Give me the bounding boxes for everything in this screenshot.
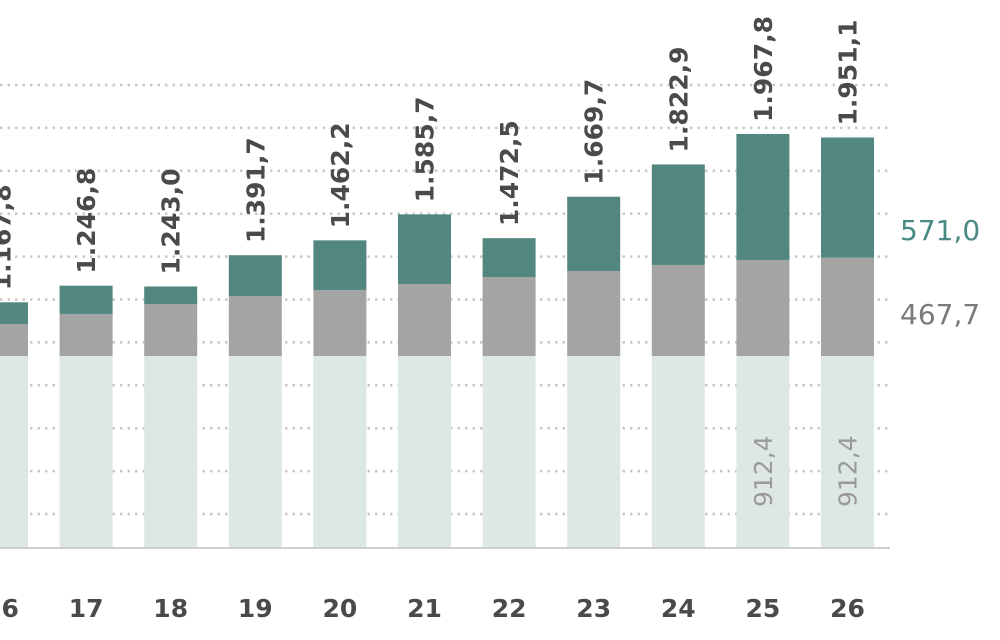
bar-segment-base <box>144 356 198 548</box>
bar-segment-top <box>567 196 621 272</box>
bar-segment-top <box>736 133 790 261</box>
bar-segment-base <box>0 356 28 548</box>
bar-segment-base <box>398 356 451 548</box>
bar-segment-top <box>398 214 451 285</box>
side-value-label: 571,0 <box>900 214 980 247</box>
bar-segment-middle <box>821 257 874 357</box>
bar-segment-middle <box>567 271 621 357</box>
bar-segment-base <box>228 356 282 548</box>
category-label: 21 <box>407 594 442 623</box>
base-value-label: 912,4 <box>749 435 778 507</box>
bar-segment-top <box>59 285 113 314</box>
bar-segment-base <box>482 356 536 548</box>
category-label: 19 <box>238 594 273 623</box>
bar-segment-middle <box>651 264 705 357</box>
base-value-label: 912,4 <box>834 435 863 507</box>
bar-segment-base <box>651 356 705 548</box>
total-label: 1.472,5 <box>495 120 524 226</box>
total-label: 1.585,7 <box>411 96 440 202</box>
total-label: 1.951,1 <box>834 20 863 126</box>
bar-segment-base <box>821 356 874 548</box>
total-label: 1.462,2 <box>326 122 355 228</box>
total-label: 1.822,9 <box>664 46 693 152</box>
bar-segment-middle <box>0 324 28 357</box>
total-label: 1.391,7 <box>241 137 270 243</box>
bar-segment-top <box>821 137 874 258</box>
bar-segment-middle <box>398 284 451 357</box>
bar-segment-top <box>651 164 705 265</box>
category-label: 25 <box>746 594 781 623</box>
bar-segment-middle <box>144 304 198 357</box>
bar-segment-top <box>144 286 198 305</box>
total-label: 1.243,0 <box>157 168 186 274</box>
bar-segment-base <box>567 356 621 548</box>
total-label: 1.246,8 <box>72 168 101 274</box>
bar-segment-base <box>736 356 790 548</box>
bar-segment-top <box>0 302 28 325</box>
side-value-label: 467,7 <box>900 298 980 331</box>
bar-segment-middle <box>228 296 282 357</box>
bar-segment-middle <box>482 277 536 357</box>
bar-segment-top <box>482 238 536 278</box>
bar-segment-middle <box>59 313 113 357</box>
category-label: 23 <box>576 594 611 623</box>
category-label: 18 <box>153 594 188 623</box>
category-label: 16 <box>0 594 19 623</box>
bar-segment-middle <box>736 260 790 357</box>
total-label: 1.669,7 <box>580 79 609 185</box>
category-label: 17 <box>69 594 104 623</box>
bar-segment-base <box>59 356 113 548</box>
bar-segment-middle <box>313 289 367 357</box>
bar-segment-top <box>313 240 367 290</box>
total-label: 1.167,8 <box>0 184 17 290</box>
category-label: 20 <box>323 594 358 623</box>
bar-segment-base <box>313 356 367 548</box>
category-label: 24 <box>661 594 696 623</box>
labels: 1.167,8 16 1.246,8 17 1.243,0 18 1.391,7 19 1.46… <box>0 16 980 623</box>
bars <box>0 133 874 548</box>
category-label: 22 <box>492 594 527 623</box>
bar-segment-top <box>228 255 282 297</box>
total-label: 1.967,8 <box>749 16 778 122</box>
category-label: 26 <box>830 594 865 623</box>
